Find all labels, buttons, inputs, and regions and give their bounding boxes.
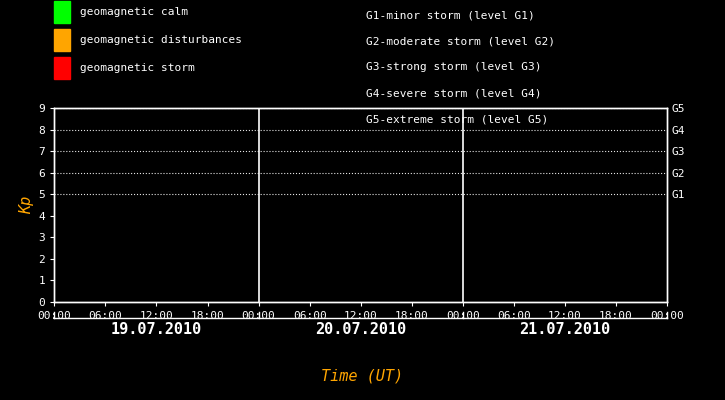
Text: G1-minor storm (level G1): G1-minor storm (level G1)	[366, 10, 535, 20]
Text: 21.07.2010: 21.07.2010	[519, 322, 610, 338]
Text: 20.07.2010: 20.07.2010	[315, 322, 406, 338]
Text: geomagnetic calm: geomagnetic calm	[80, 7, 188, 17]
Text: G4-severe storm (level G4): G4-severe storm (level G4)	[366, 88, 542, 98]
Text: G3-strong storm (level G3): G3-strong storm (level G3)	[366, 62, 542, 72]
Text: geomagnetic storm: geomagnetic storm	[80, 63, 194, 73]
Y-axis label: Kp: Kp	[20, 196, 34, 214]
Text: G2-moderate storm (level G2): G2-moderate storm (level G2)	[366, 36, 555, 46]
Text: 19.07.2010: 19.07.2010	[111, 322, 202, 338]
Text: Time (UT): Time (UT)	[321, 368, 404, 384]
Text: G5-extreme storm (level G5): G5-extreme storm (level G5)	[366, 114, 548, 124]
Text: geomagnetic disturbances: geomagnetic disturbances	[80, 35, 241, 45]
